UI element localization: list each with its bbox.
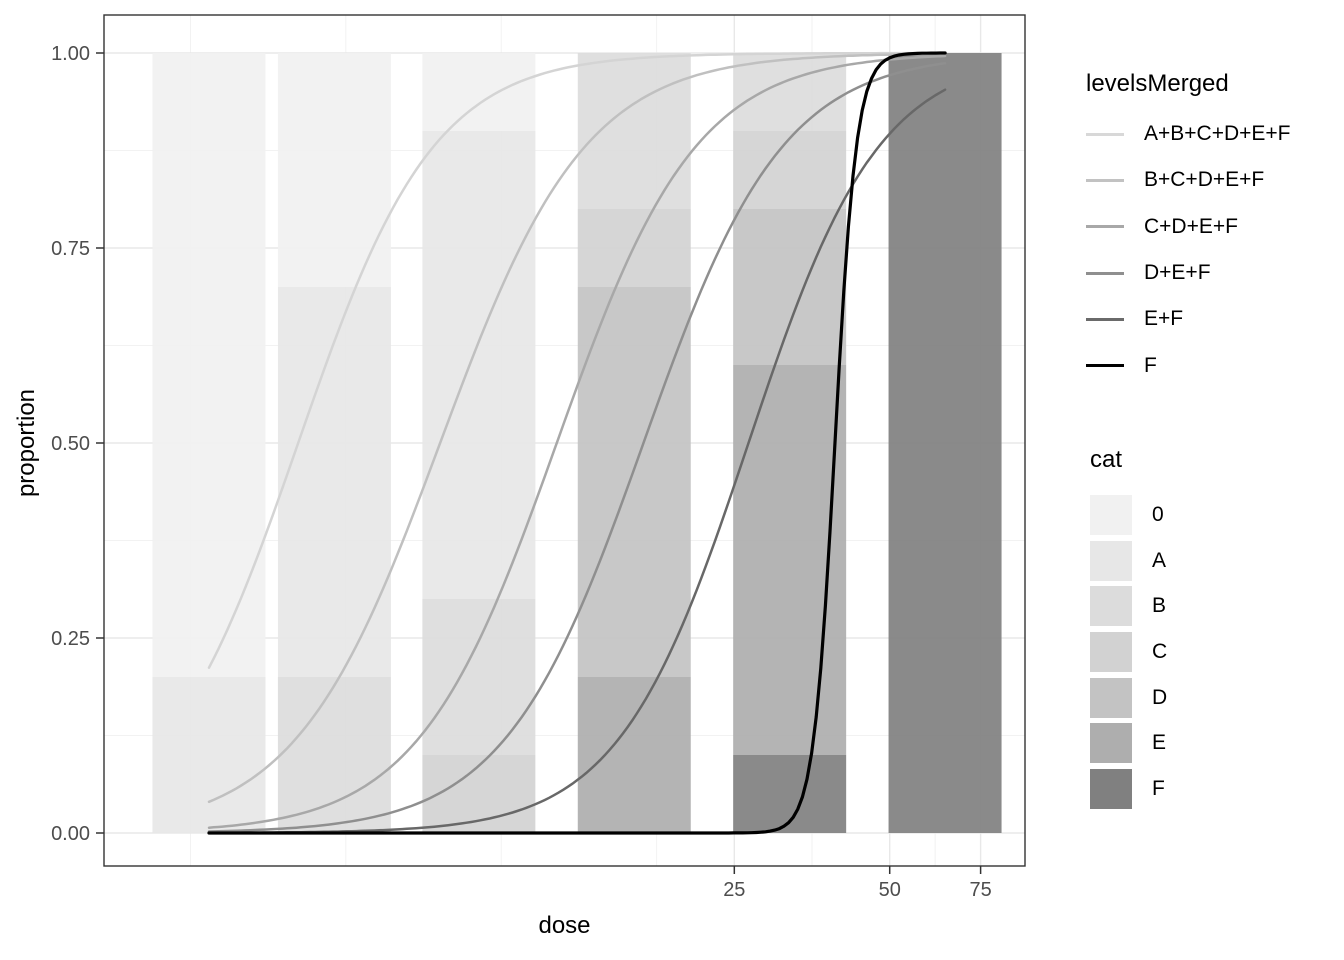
- legend-item-label: C: [1152, 639, 1168, 663]
- legend-cat-title: cat: [1090, 446, 1123, 473]
- legend-item-label: B+C+D+E+F: [1144, 168, 1265, 192]
- y-tick-label: 0.50: [51, 433, 90, 455]
- y-tick-label: 0.00: [51, 823, 90, 845]
- bar-segment-A: [277, 287, 391, 677]
- legend-line-sample: [1086, 178, 1124, 182]
- bar-segment-D: [577, 287, 691, 677]
- legend-item-label: F: [1152, 776, 1165, 800]
- legend-color-swatch: [1090, 631, 1132, 672]
- bar-segment-0: [152, 53, 266, 677]
- legend-item-label: A+B+C+D+E+F: [1144, 122, 1291, 146]
- y-tick-label: 1.00: [51, 43, 90, 65]
- bar-segment-D: [733, 209, 847, 365]
- legend-item-C+D+E+F: C+D+E+F: [1086, 204, 1291, 250]
- x-tick-label: 50: [879, 879, 901, 901]
- x-tick-label: 25: [723, 879, 745, 901]
- bar-segment-0: [422, 53, 536, 131]
- fit-curve-F: [207, 51, 947, 835]
- bar-segment-F: [888, 53, 1002, 833]
- legend-color-swatch: [1090, 723, 1132, 764]
- fit-curve-D+E+F: [207, 61, 947, 833]
- legend-levels-rows: A+B+C+D+E+F B+C+D+E+F C+D+E+F D+E+F E+F F: [1086, 111, 1291, 389]
- legend-item-F: F: [1086, 342, 1291, 388]
- legend-item-label: F: [1144, 353, 1157, 377]
- x-tick-label: 75: [969, 879, 991, 901]
- legend-item-D: D: [1090, 675, 1167, 721]
- legend-item-E: E: [1090, 720, 1167, 766]
- legend-item-label: C+D+E+F: [1144, 214, 1238, 238]
- legend-item-A: A: [1090, 538, 1167, 584]
- legend-item-B+C+D+E+F: B+C+D+E+F: [1086, 157, 1291, 203]
- legend-item-0: 0: [1090, 492, 1167, 538]
- fit-curve-C+D+E+F: [207, 54, 947, 829]
- legend-item-label: A: [1152, 548, 1167, 572]
- y-axis-title: proportion: [13, 388, 40, 498]
- legend-item-label: D+E+F: [1144, 261, 1211, 285]
- legend-item-F: F: [1090, 766, 1167, 812]
- legend-item-label: E+F: [1144, 307, 1184, 331]
- bar-segment-A: [152, 677, 266, 833]
- legend-line-sample: [1086, 271, 1124, 275]
- bar-segment-0: [277, 53, 391, 287]
- bar-segment-A: [422, 131, 536, 599]
- bar-segment-B: [422, 599, 536, 755]
- fit-curve-B+C+D+E+F: [207, 52, 947, 804]
- legend-levels-merged: levelsMerged A+B+C+D+E+F B+C+D+E+F C+D+E+F…: [1086, 70, 1291, 389]
- legend-line-sample: [1086, 364, 1124, 368]
- bar-segment-E: [577, 677, 691, 833]
- legend-item-label: B: [1152, 594, 1167, 618]
- legend-item-D+E+F: D+E+F: [1086, 250, 1291, 296]
- panel-border: [103, 14, 1026, 867]
- legend-color-swatch: [1090, 677, 1132, 718]
- bar-segment-B: [577, 53, 691, 209]
- legend-item-B: B: [1090, 583, 1167, 629]
- bar-segment-B: [277, 677, 391, 833]
- x-axis-title: dose: [538, 912, 591, 939]
- fit-curve-A+B+C+D+E+F: [207, 51, 947, 669]
- legend-levels-title: levelsMerged: [1086, 70, 1229, 97]
- legend-color-swatch: [1090, 768, 1132, 809]
- legend-item-C: C: [1090, 629, 1167, 675]
- y-tick-label: 0.75: [51, 238, 90, 260]
- legend-color-swatch: [1090, 540, 1132, 581]
- legend-item-label: 0: [1152, 502, 1164, 526]
- legend-item-A+B+C+D+E+F: A+B+C+D+E+F: [1086, 111, 1291, 157]
- legend-item-label: D: [1152, 685, 1168, 709]
- legend-color-swatch: [1090, 586, 1132, 627]
- legend-color-swatch: [1090, 494, 1132, 535]
- legend-item-E+F: E+F: [1086, 296, 1291, 342]
- bar-segment-B: [733, 53, 847, 131]
- legend-line-sample: [1086, 225, 1124, 229]
- bar-segment-C: [733, 131, 847, 209]
- legend-line-sample: [1086, 317, 1124, 321]
- legend-item-label: E: [1152, 731, 1167, 755]
- legend-line-sample: [1086, 132, 1124, 136]
- y-tick-label: 0.25: [51, 628, 90, 650]
